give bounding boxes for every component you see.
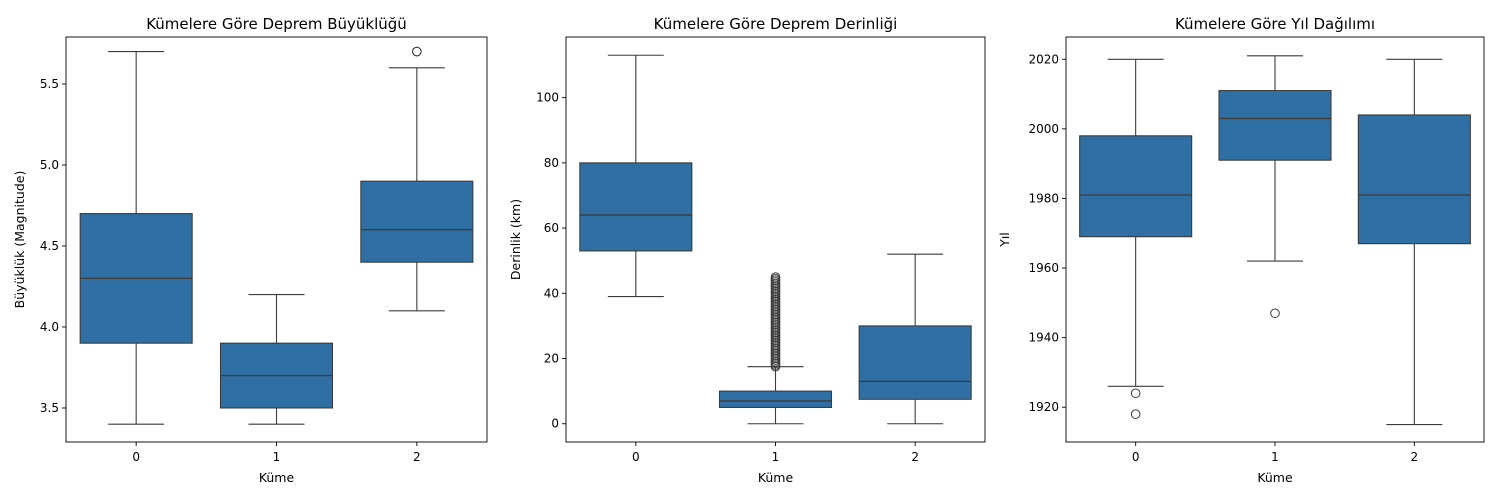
y-tick-label: 2020: [1028, 52, 1059, 66]
y-tick-label: 100: [536, 91, 559, 105]
chart-panel-year: Kümelere Göre Yıl Dağılımı Küme Yıl 1920…: [997, 15, 1485, 485]
x-tick-label: 1: [273, 450, 281, 464]
x-tick-label: 2: [911, 450, 919, 464]
x-tick-label: 1: [772, 450, 780, 464]
x-tick-label: 0: [632, 450, 640, 464]
y-tick-label: 5.5: [40, 77, 59, 91]
y-tick-label: 1980: [1028, 191, 1059, 205]
x-tick-label: 1: [1271, 450, 1279, 464]
iqr-box: [1079, 135, 1193, 238]
x-axis-label: Küme: [259, 470, 295, 485]
outlier-point: [1130, 388, 1141, 399]
chart-title: Kümelere Göre Yıl Dağılımı: [1175, 15, 1375, 33]
y-tick-label: 0: [551, 417, 559, 431]
y-axis-label: Büyüklük (Magnitude): [12, 171, 27, 309]
outlier-point: [770, 272, 781, 282]
box-plot-cluster-0: [579, 54, 693, 298]
box-plot-cluster-2: [858, 253, 972, 425]
y-tick-label: 3.5: [40, 401, 59, 415]
chart-title: Kümelere Göre Deprem Derinliği: [654, 15, 898, 33]
outlier-point: [1270, 308, 1280, 319]
box-plot-cluster-1: [718, 272, 833, 425]
x-tick-label: 0: [132, 450, 140, 464]
y-tick-label: 40: [544, 286, 559, 300]
plot-area: [79, 46, 474, 425]
y-tick-label: 2000: [1028, 122, 1059, 136]
y-tick-label: 80: [544, 156, 559, 170]
y-tick-label: 20: [544, 352, 559, 366]
y-tick-label: 60: [544, 221, 559, 235]
iqr-box: [858, 325, 972, 400]
y-tick-label: 4.5: [40, 239, 59, 253]
iqr-box: [360, 180, 474, 263]
box-plot-cluster-2: [360, 46, 474, 312]
y-tick-label: 4.0: [40, 320, 59, 334]
y-tick-label: 5.0: [40, 158, 59, 172]
x-tick-label: 2: [1411, 450, 1419, 464]
x-axis-label: Küme: [1257, 470, 1293, 485]
plot-area: [579, 54, 972, 425]
box-plot-cluster-0: [79, 51, 193, 425]
chart-title: Kümelere Göre Deprem Büyüklüğü: [146, 15, 407, 33]
y-tick-label: 1960: [1028, 261, 1059, 275]
iqr-box: [718, 390, 833, 408]
box-plot-cluster-1: [219, 294, 334, 425]
chart-panel-magnitude: Kümelere Göre Deprem Büyüklüğü Küme Büyü…: [12, 15, 488, 485]
y-tick-label: 1920: [1028, 400, 1059, 414]
box-plot-cluster-1: [1218, 55, 1332, 319]
box-plot-cluster-2: [1357, 58, 1471, 426]
box-plot-cluster-0: [1079, 58, 1193, 419]
chart-panel-depth: Kümelere Göre Deprem Derinliği Küme Deri…: [508, 15, 986, 485]
x-axis-label: Küme: [758, 470, 794, 485]
x-tick-label: 0: [1132, 450, 1140, 464]
y-axis-label: Derinlik (km): [508, 199, 523, 280]
y-tick-label: 1940: [1028, 331, 1059, 345]
plot-area: [1079, 55, 1471, 426]
outlier-point: [1130, 409, 1141, 419]
x-tick-label: 2: [413, 450, 421, 464]
iqr-box: [1357, 114, 1471, 245]
iqr-box: [1218, 90, 1332, 161]
iqr-box: [579, 162, 693, 252]
outlier-point: [412, 46, 422, 57]
y-axis-label: Yıl: [997, 232, 1012, 248]
